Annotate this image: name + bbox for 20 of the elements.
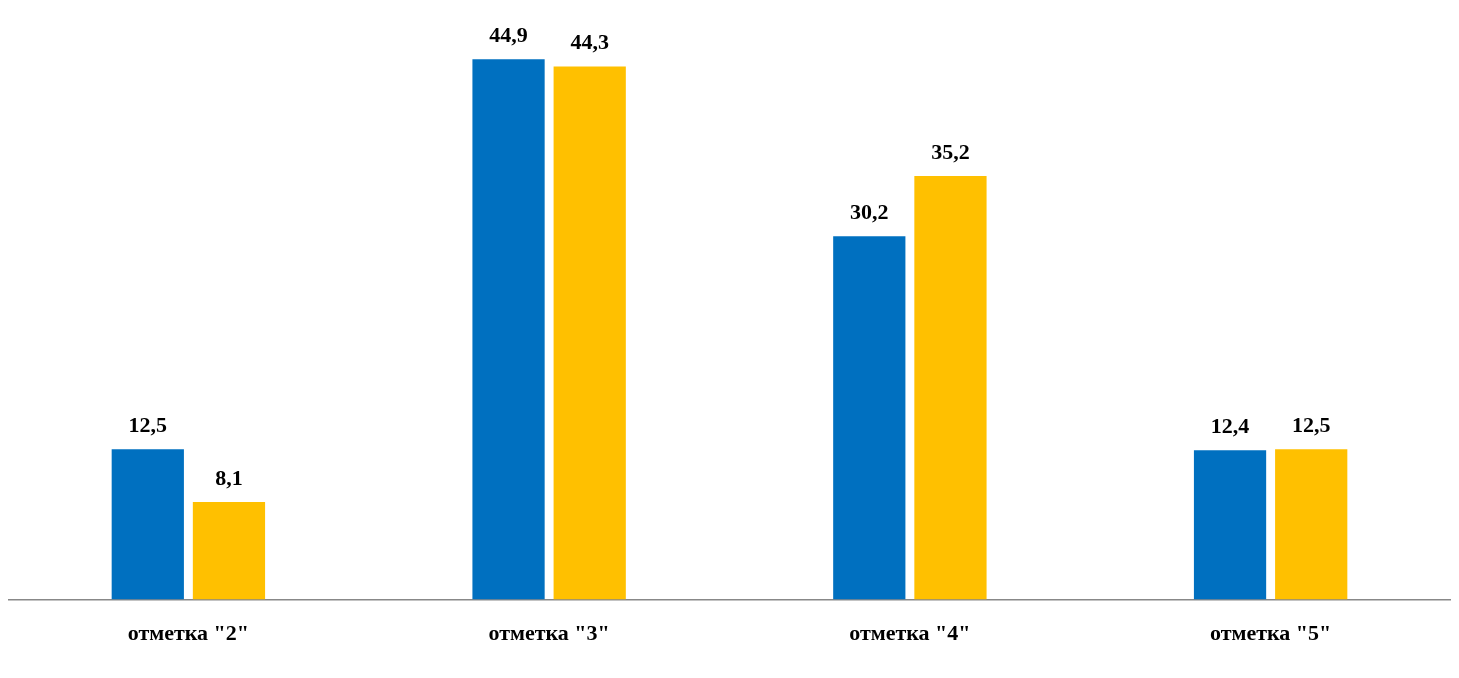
data-label: 44,3: [570, 29, 609, 55]
bar: [111, 449, 184, 600]
x-tick-label: отметка "4": [849, 620, 971, 646]
bar: [472, 59, 545, 600]
bar: [1193, 450, 1267, 600]
data-label: 8,1: [215, 464, 243, 490]
data-label: 44,9: [489, 21, 528, 47]
data-label: 12,4: [1210, 413, 1250, 439]
bar: [914, 175, 987, 600]
data-label: 12,5: [1291, 411, 1331, 437]
data-label: 12,5: [128, 411, 168, 437]
bar: [553, 66, 626, 600]
bar: [192, 502, 266, 600]
data-label: 35,2: [931, 138, 970, 164]
x-tick-label: отметка "3": [488, 620, 610, 646]
x-tick-label: отметка "2": [127, 620, 250, 646]
bar: [833, 236, 906, 600]
x-tick-label: отметка "5": [1209, 620, 1332, 646]
data-label: 30,2: [850, 198, 889, 224]
bar: [1275, 449, 1348, 600]
